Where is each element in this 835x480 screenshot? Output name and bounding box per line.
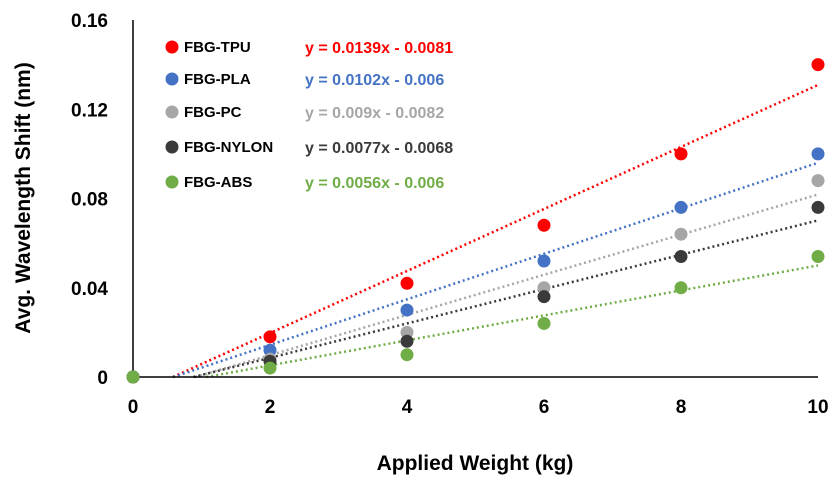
legend-marker	[165, 72, 179, 86]
trendline-equation: y = 0.0102x - 0.006	[305, 72, 444, 89]
data-point-fbg-nylon	[400, 334, 414, 348]
y-tick-label: 0.12	[71, 100, 108, 121]
data-point-fbg-pc	[400, 325, 414, 339]
data-point-fbg-abs	[674, 281, 688, 295]
legend-marker	[165, 175, 179, 189]
legend-marker	[165, 105, 179, 119]
legend-label: FBG-ABS	[184, 174, 252, 191]
trendline-fbg-tpu	[172, 83, 819, 379]
data-point-fbg-abs	[400, 348, 414, 362]
trendline-equation: y = 0.009x - 0.0082	[305, 105, 444, 122]
data-point-fbg-tpu	[537, 218, 551, 232]
data-point-fbg-nylon	[811, 200, 825, 214]
data-point-fbg-abs	[263, 361, 277, 375]
x-tick-label: 6	[539, 397, 550, 418]
trendline-fbg-nylon	[193, 219, 819, 379]
data-point-fbg-nylon	[537, 290, 551, 304]
legend-label: FBG-NYLON	[184, 139, 273, 156]
data-points	[126, 58, 825, 384]
data-point-fbg-pla	[674, 200, 688, 214]
legend-label: FBG-PLA	[184, 71, 251, 88]
x-tick-label: 0	[128, 397, 139, 418]
data-point-fbg-tpu	[811, 58, 825, 72]
trendline-layer	[172, 83, 819, 379]
legend-marker	[165, 140, 179, 154]
data-point-fbg-pc	[674, 227, 688, 241]
legend: FBG-TPU y = 0.0139x - 0.0081 FBG-PLA y = 0.…	[165, 39, 453, 192]
data-point-fbg-nylon	[674, 250, 688, 264]
legend-marker	[165, 40, 179, 54]
trendline-fbg-pla	[172, 161, 819, 379]
y-tick-label: 0	[97, 368, 108, 389]
data-point-fbg-pla	[263, 343, 277, 357]
data-point-fbg-tpu	[400, 276, 414, 290]
x-axis-title: Applied Weight (kg)	[377, 452, 574, 475]
data-point-fbg-abs	[537, 316, 551, 330]
x-tick-label: 10	[807, 397, 828, 418]
data-point-fbg-abs	[811, 250, 825, 264]
data-point-fbg-tpu	[674, 147, 688, 161]
data-point-fbg-pla	[400, 303, 414, 317]
y-tick-label: 0.08	[71, 190, 108, 211]
trendline-equation: y = 0.0056x - 0.006	[305, 175, 444, 192]
y-axis-title: Avg. Wavelength Shift (nm)	[12, 62, 35, 333]
trendline-equation: y = 0.0077x - 0.0068	[305, 140, 453, 157]
data-point-fbg-pc	[811, 174, 825, 188]
trendline-equation: y = 0.0139x - 0.0081	[305, 40, 453, 57]
y-tick-label: 0.04	[71, 279, 108, 300]
x-tick-label: 2	[265, 397, 276, 418]
trendline-fbg-pc	[195, 193, 819, 379]
data-point-fbg-tpu	[263, 330, 277, 344]
data-point-fbg-pc	[537, 281, 551, 295]
x-tick-label: 4	[402, 397, 413, 418]
data-point-fbg-abs	[126, 370, 140, 384]
tick-labels: 0 2 4 6 8 10 0 0.04 0.08 0.12 0.16	[71, 11, 829, 418]
x-tick-label: 8	[676, 397, 687, 418]
axes	[132, 20, 818, 378]
y-tick-label: 0.16	[71, 11, 108, 32]
data-point-fbg-pla	[811, 147, 825, 161]
legend-label: FBG-PC	[184, 104, 242, 121]
trendline-fbg-abs	[206, 264, 819, 379]
legend-label: FBG-TPU	[184, 39, 251, 56]
data-point-fbg-pla	[537, 254, 551, 268]
